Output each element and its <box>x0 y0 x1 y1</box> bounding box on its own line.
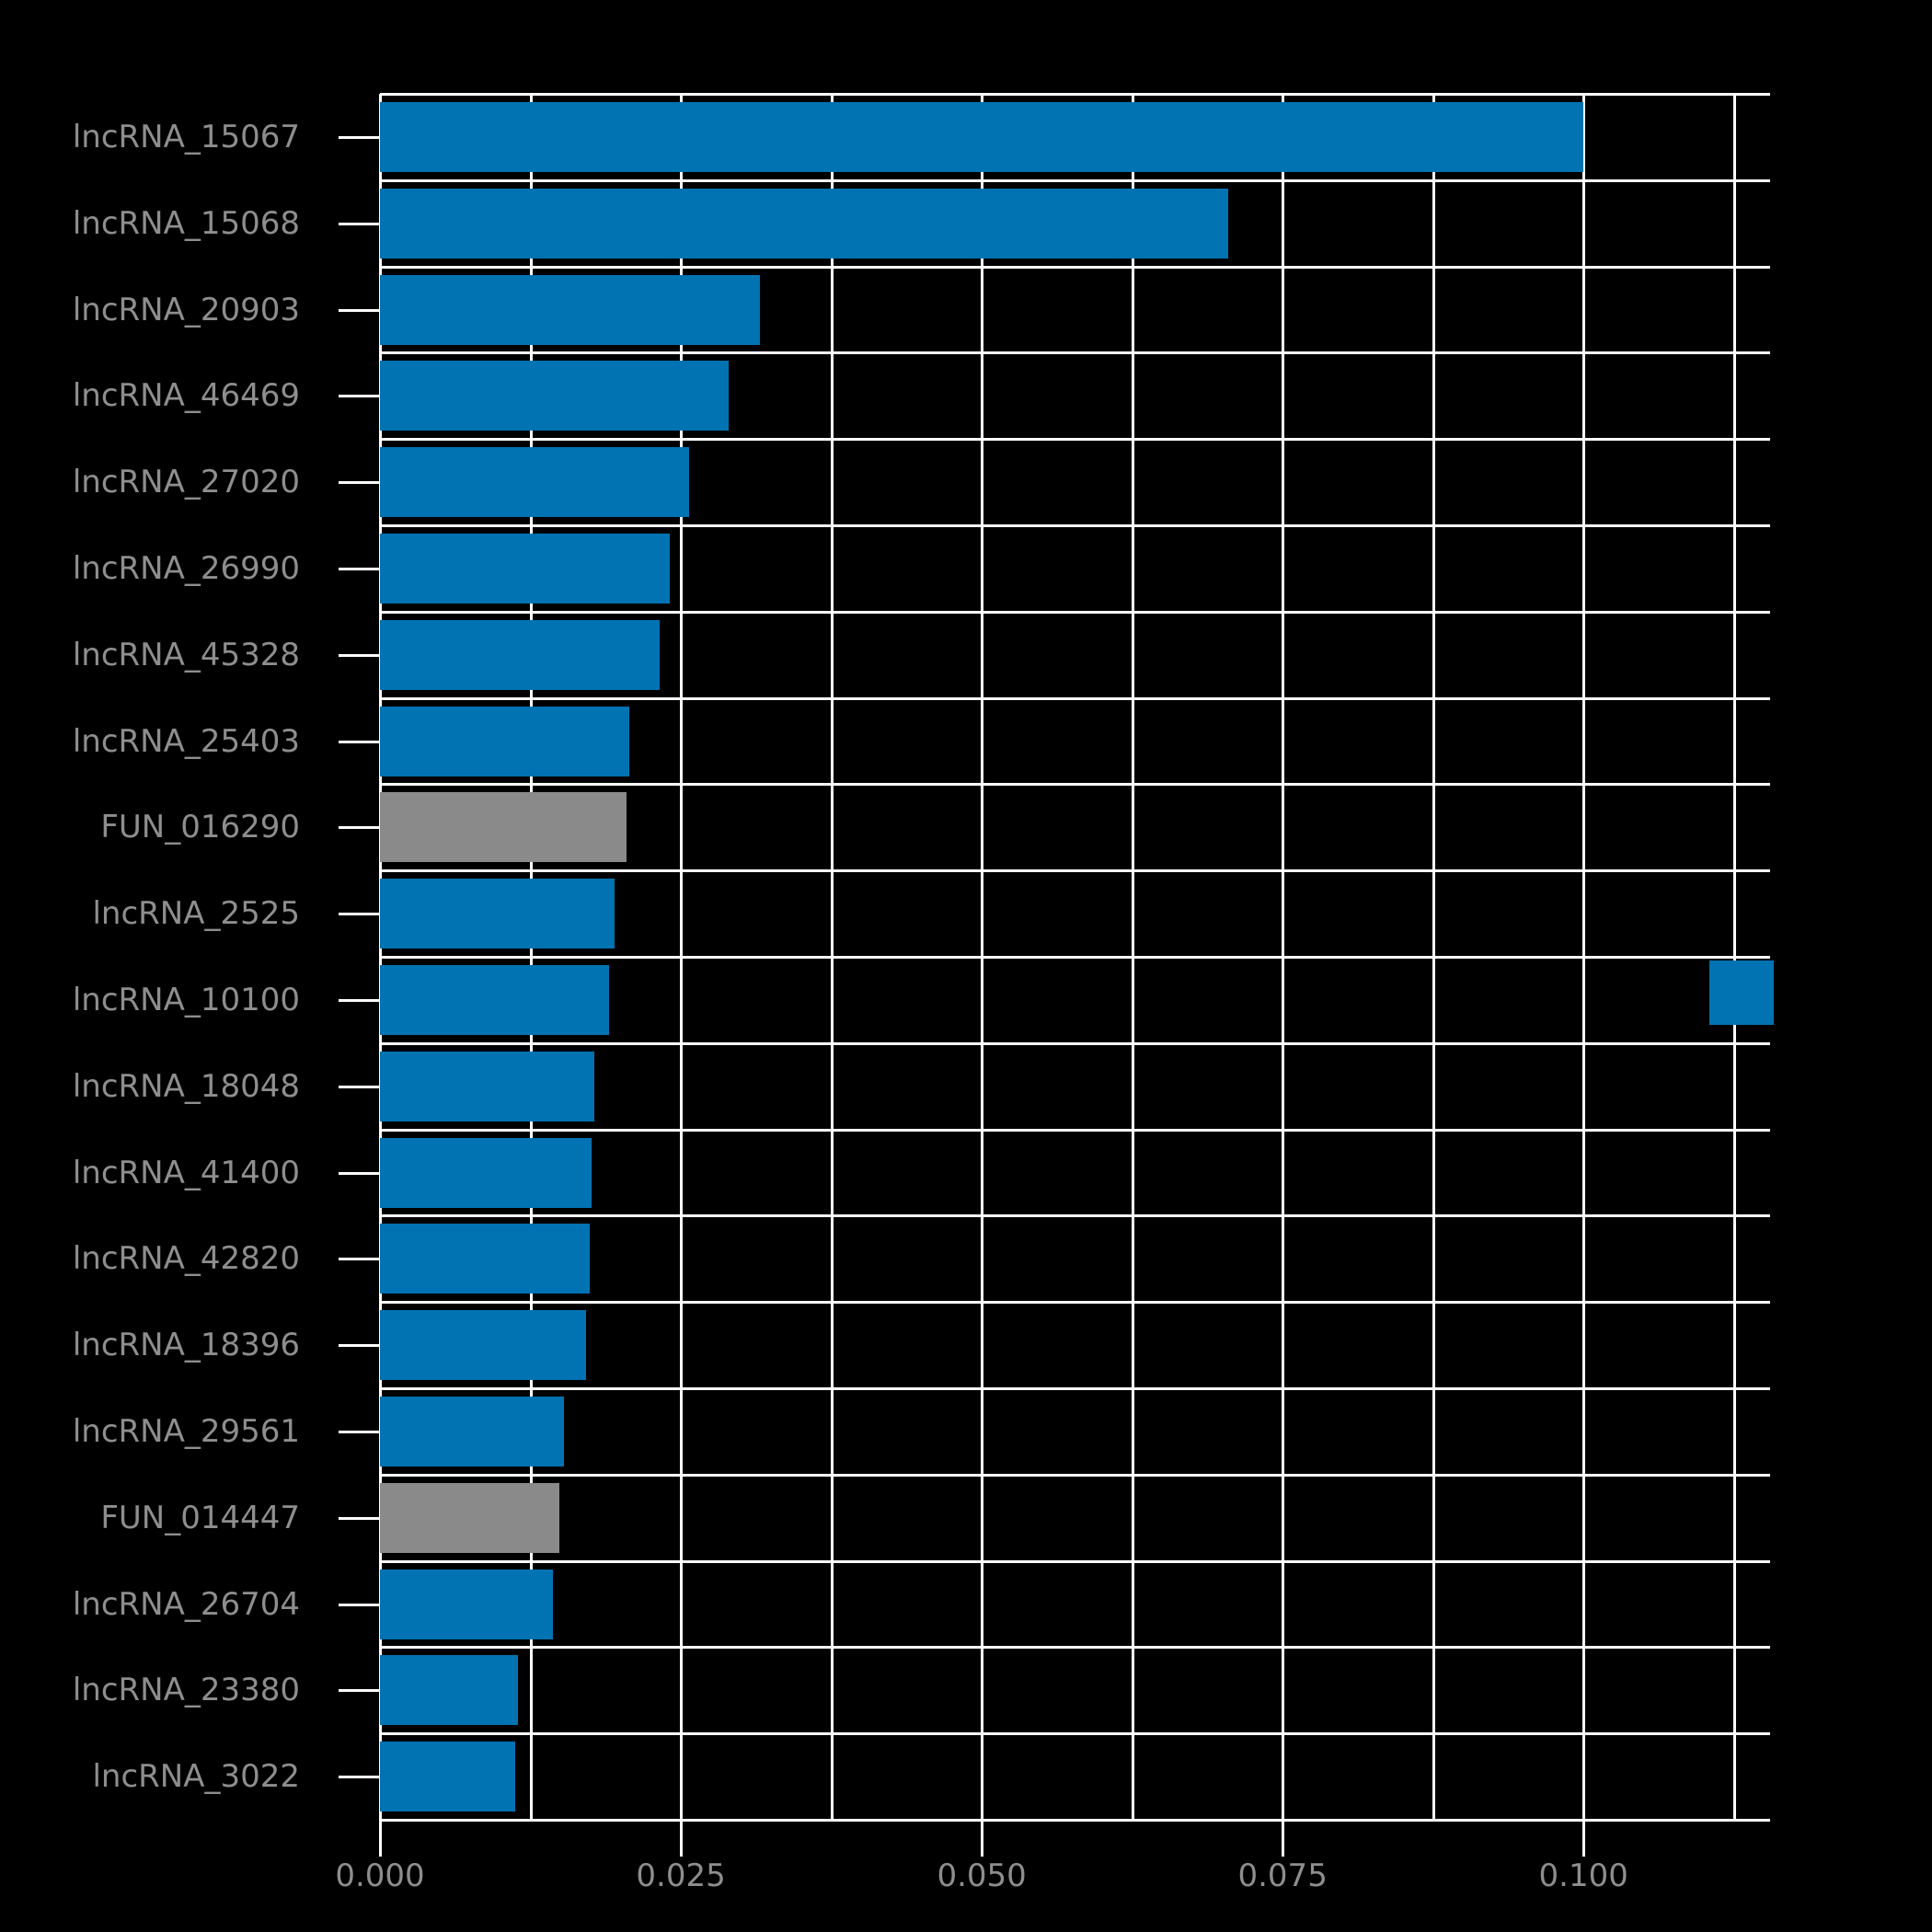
y-tick-label: lncRNA_10100 <box>72 981 300 1018</box>
y-tick-label: lncRNA_3022 <box>92 1758 300 1796</box>
y-axis-tick <box>339 481 380 485</box>
y-tick-label: lncRNA_45328 <box>72 636 300 673</box>
y-axis-tick <box>339 1603 380 1606</box>
x-axis-tick <box>981 1820 984 1857</box>
bar-lncRNA_25403 <box>380 706 629 776</box>
y-axis-tick <box>339 135 380 139</box>
y-tick-label: lncRNA_46469 <box>72 377 300 415</box>
bar-lncRNA_3022 <box>380 1742 515 1812</box>
horizontal-gridline <box>380 1559 1770 1563</box>
bar-lncRNA_15067 <box>380 101 1584 172</box>
bar-lncRNA_18048 <box>380 1051 594 1121</box>
y-tick-label: lncRNA_26990 <box>72 549 300 587</box>
y-tick-label: lncRNA_15068 <box>72 204 300 242</box>
horizontal-gridline <box>380 1041 1770 1045</box>
y-tick-label: lncRNA_41400 <box>72 1154 300 1191</box>
horizontal-gridline <box>380 93 1770 96</box>
horizontal-gridline <box>380 178 1770 182</box>
y-axis-labels: lncRNA_15067 lncRNA_15068 lncRNA_20903 lncR… <box>0 94 300 1820</box>
horizontal-gridline <box>380 1214 1770 1218</box>
bar-lncRNA_20903 <box>380 274 761 345</box>
y-tick-label: FUN_014447 <box>100 1499 300 1536</box>
horizontal-gridline <box>380 1646 1770 1650</box>
y-axis-tick <box>339 998 380 1002</box>
y-tick-label: lncRNA_18048 <box>72 1067 300 1105</box>
horizontal-gridline <box>380 869 1770 873</box>
plot-area: 0.000 0.025 0.050 0.075 0.100 <box>335 93 1770 1894</box>
horizontal-gridline <box>380 438 1770 442</box>
horizontal-gridline <box>380 696 1770 700</box>
y-tick-label: lncRNA_26704 <box>72 1585 300 1623</box>
x-axis-tick <box>1582 1820 1586 1857</box>
x-axis-tick <box>379 1820 382 1857</box>
y-tick-label: FUN_016290 <box>100 809 300 846</box>
legend-swatch <box>1709 960 1774 1025</box>
horizontal-gridline <box>380 610 1770 614</box>
y-axis-tick <box>339 1776 380 1779</box>
x-tick-label: 0.050 <box>937 1857 1027 1894</box>
bar-lncRNA_10100 <box>380 964 609 1035</box>
y-tick-label: lncRNA_15067 <box>72 118 300 155</box>
y-tick-label: lncRNA_29561 <box>72 1412 300 1450</box>
y-axis-tick <box>339 1430 380 1433</box>
y-axis-tick <box>339 1516 380 1520</box>
x-tick-label: 0.075 <box>1237 1857 1328 1894</box>
x-tick-label: 0.000 <box>335 1857 425 1894</box>
bar-lncRNA_26704 <box>380 1569 554 1639</box>
horizontal-gridline <box>380 265 1770 269</box>
y-tick-label: lncRNA_20903 <box>72 291 300 328</box>
y-axis-tick <box>339 567 380 570</box>
y-tick-label: lncRNA_42820 <box>72 1240 300 1278</box>
horizontal-gridline <box>380 783 1770 787</box>
horizontal-gridline <box>380 351 1770 355</box>
bar-lncRNA_42820 <box>380 1224 590 1294</box>
y-tick-label: lncRNA_23380 <box>72 1672 300 1709</box>
y-axis-tick <box>339 913 380 916</box>
bar-lncRNA_46469 <box>380 361 730 431</box>
y-tick-label: lncRNA_27020 <box>72 464 300 501</box>
y-axis-tick <box>339 1258 380 1261</box>
bar-FUN_014447 <box>380 1482 559 1553</box>
x-axis-tick <box>680 1820 684 1857</box>
y-axis-tick <box>339 826 380 830</box>
y-axis-tick <box>339 1085 380 1088</box>
y-axis-tick <box>339 1171 380 1175</box>
horizontal-gridline <box>380 1128 1770 1132</box>
y-axis-tick <box>339 1344 380 1348</box>
y-axis-tick <box>339 653 380 657</box>
bar-lncRNA_23380 <box>380 1655 519 1726</box>
legend <box>1709 960 1788 1025</box>
horizontal-gridline <box>380 1473 1770 1477</box>
y-tick-label: lncRNA_18396 <box>72 1327 300 1364</box>
y-axis-tick <box>339 222 380 225</box>
y-axis-tick <box>339 395 380 398</box>
x-tick-label: 0.025 <box>636 1857 726 1894</box>
horizontal-gridline <box>380 524 1770 527</box>
horizontal-gridline <box>380 1387 1770 1390</box>
horizontal-gridline <box>380 956 1770 959</box>
y-axis-tick <box>339 308 380 312</box>
bar-lncRNA_29561 <box>380 1396 565 1466</box>
x-axis-tick <box>1282 1820 1285 1857</box>
y-axis-tick <box>339 1689 380 1693</box>
horizontal-gridline <box>380 1732 1770 1736</box>
bar-lncRNA_2525 <box>380 879 615 949</box>
y-tick-label: lncRNA_25403 <box>72 722 300 760</box>
bar-FUN_016290 <box>380 792 627 863</box>
y-tick-label: lncRNA_2525 <box>92 895 300 933</box>
bar-lncRNA_15068 <box>380 188 1229 259</box>
bar-lncRNA_45328 <box>380 619 660 690</box>
bar-lncRNA_18396 <box>380 1310 586 1381</box>
x-tick-label: 0.100 <box>1538 1857 1628 1894</box>
horizontal-gridline <box>380 1301 1770 1305</box>
bar-lncRNA_26990 <box>380 533 671 604</box>
bar-lncRNA_27020 <box>380 447 690 518</box>
y-axis-tick <box>339 740 380 743</box>
bar-lncRNA_41400 <box>380 1137 592 1208</box>
horizontal-gridline <box>380 1819 1770 1822</box>
